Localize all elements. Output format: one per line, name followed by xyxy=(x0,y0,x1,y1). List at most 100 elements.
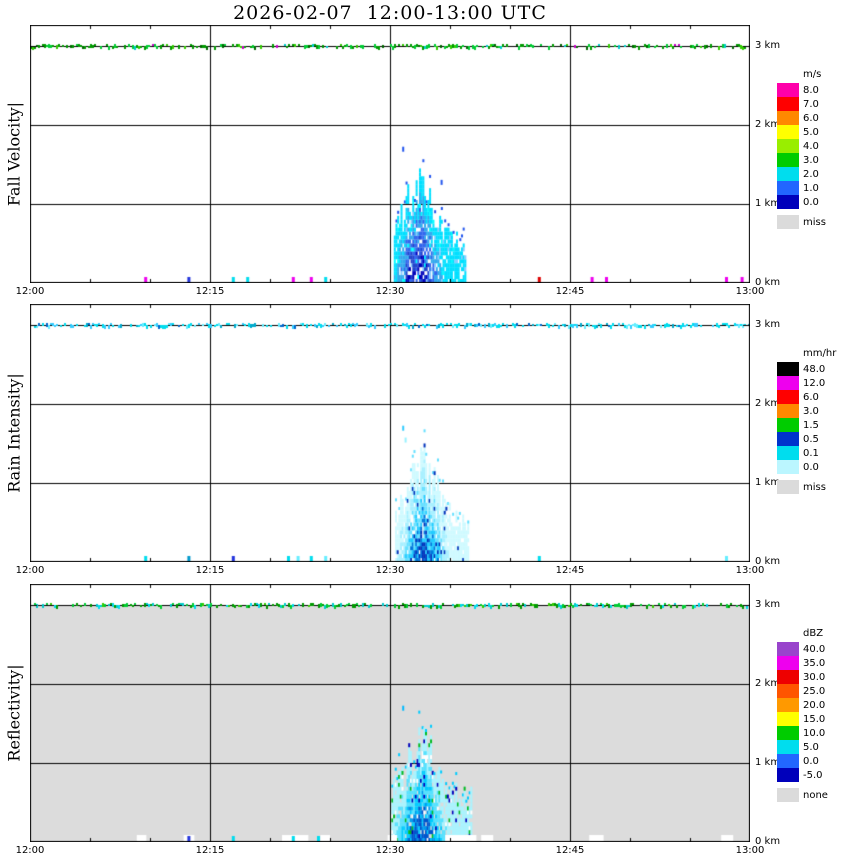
time-tick-1200: 12:00 xyxy=(15,565,45,576)
legend-swatch xyxy=(777,768,799,782)
legend-value-label: 5.0 xyxy=(803,741,819,753)
legend-row: 25.0 xyxy=(777,684,828,698)
legend-value-label: 7.0 xyxy=(803,98,819,110)
rain-intensity-panel: Rain Intensity| 3 km 2 km 1 km 0 km 12:0… xyxy=(0,304,850,589)
legend-swatch xyxy=(777,125,799,139)
legend-value-label: 0.0 xyxy=(803,196,819,208)
legend-swatch xyxy=(777,480,799,494)
legend-row: 5.0 xyxy=(777,125,826,139)
time-tick-1200: 12:00 xyxy=(15,845,45,856)
legend-value-label: 6.0 xyxy=(803,112,819,124)
legend-row: 2.0 xyxy=(777,167,826,181)
legend-swatch xyxy=(777,167,799,181)
legend-row: 15.0 xyxy=(777,712,828,726)
legend-row: 3.0 xyxy=(777,153,826,167)
legend-color-scale: 8.0 7.0 6.0 5.0 4.0 3.0 2.0 1.0 0.0 miss xyxy=(777,83,826,229)
legend-value-label: none xyxy=(803,789,828,801)
page-title: 2026-02-07 12:00-13:00 UTC xyxy=(233,2,547,24)
height-tick-3km: 3 km xyxy=(755,319,781,330)
legend-row: 30.0 xyxy=(777,670,828,684)
legend-value-label: 4.0 xyxy=(803,140,819,152)
legend-swatch xyxy=(777,726,799,740)
fall-velocity-legend: m/s 8.0 7.0 6.0 5.0 4.0 3.0 2.0 1.0 0.0 miss xyxy=(777,69,826,229)
legend-value-label: 5.0 xyxy=(803,126,819,138)
legend-value-label: 3.0 xyxy=(803,154,819,166)
legend-color-scale: 48.0 12.0 6.0 3.0 1.5 0.5 0.1 0.0 miss xyxy=(777,362,836,494)
legend-value-label: 48.0 xyxy=(803,363,826,375)
reflectivity-panel: Reflectivity| 3 km 2 km 1 km 0 km 12:00 … xyxy=(0,584,850,868)
time-tick-1300: 13:00 xyxy=(735,286,765,297)
height-tick-1km: 1 km xyxy=(755,757,781,768)
legend-row: 8.0 xyxy=(777,83,826,97)
rain-intensity-plot xyxy=(30,304,750,562)
legend-row: 5.0 xyxy=(777,740,828,754)
legend-value-label: 10.0 xyxy=(803,727,826,739)
legend-row: 0.0 xyxy=(777,754,828,768)
legend-value-label: miss xyxy=(803,481,826,493)
time-axis: 12:00 12:15 12:30 12:45 13:00 xyxy=(0,286,850,300)
fall-velocity-panel: Fall Velocity| 3 km 2 km 1 km 0 km 12:00… xyxy=(0,25,850,310)
legend-swatch xyxy=(777,698,799,712)
rain-intensity-legend: mm/hr 48.0 12.0 6.0 3.0 1.5 0.5 0.1 0.0 miss xyxy=(777,348,836,494)
time-axis: 12:00 12:15 12:30 12:45 13:00 xyxy=(0,565,850,579)
legend-row: 48.0 xyxy=(777,362,836,376)
legend-swatch xyxy=(777,111,799,125)
legend-row: 7.0 xyxy=(777,97,826,111)
time-tick-1230: 12:30 xyxy=(375,286,405,297)
legend-color-scale: 40.0 35.0 30.0 25.0 20.0 15.0 10.0 5.0 0.0 -5.0 no… xyxy=(777,642,828,802)
height-tick-0km: 0 km xyxy=(755,277,781,288)
legend-value-label: 8.0 xyxy=(803,84,819,96)
legend-title: dBZ xyxy=(803,628,824,639)
legend-missing-row: miss xyxy=(777,480,836,494)
legend-value-label: 40.0 xyxy=(803,643,826,655)
time-tick-1230: 12:30 xyxy=(375,845,405,856)
legend-swatch xyxy=(777,97,799,111)
fall-velocity-axis-label: Fall Velocity| xyxy=(4,101,24,207)
legend-missing-row: none xyxy=(777,788,828,802)
legend-swatch xyxy=(777,684,799,698)
reflectivity-legend: dBZ 40.0 35.0 30.0 25.0 20.0 15.0 10.0 5.0 0.0 -5… xyxy=(777,628,828,802)
legend-row: 6.0 xyxy=(777,111,826,125)
legend-row: 0.0 xyxy=(777,460,836,474)
legend-swatch xyxy=(777,460,799,474)
legend-row: 3.0 xyxy=(777,404,836,418)
legend-row: 0.5 xyxy=(777,432,836,446)
legend-value-label: -5.0 xyxy=(803,769,823,781)
legend-title: mm/hr xyxy=(803,348,837,359)
legend-swatch xyxy=(777,362,799,376)
legend-row: 4.0 xyxy=(777,139,826,153)
time-tick-1215: 12:15 xyxy=(195,286,225,297)
time-tick-1245: 12:45 xyxy=(555,565,585,576)
height-tick-2km: 2 km xyxy=(755,678,781,689)
legend-row: 10.0 xyxy=(777,726,828,740)
legend-swatch xyxy=(777,376,799,390)
legend-row: 1.5 xyxy=(777,418,836,432)
reflectivity-axis-label: Reflectivity| xyxy=(4,664,24,762)
legend-swatch xyxy=(777,788,799,802)
height-tick-0km: 0 km xyxy=(755,556,781,567)
legend-value-label: 30.0 xyxy=(803,671,826,683)
legend-swatch xyxy=(777,153,799,167)
time-tick-1245: 12:45 xyxy=(555,286,585,297)
time-tick-1300: 13:00 xyxy=(735,565,765,576)
reflectivity-plot xyxy=(30,584,750,842)
time-tick-1245: 12:45 xyxy=(555,845,585,856)
legend-row: 35.0 xyxy=(777,656,828,670)
legend-swatch xyxy=(777,754,799,768)
legend-row: 20.0 xyxy=(777,698,828,712)
time-tick-1215: 12:15 xyxy=(195,845,225,856)
legend-swatch xyxy=(777,712,799,726)
legend-swatch xyxy=(777,418,799,432)
legend-value-label: 15.0 xyxy=(803,713,826,725)
height-tick-2km: 2 km xyxy=(755,398,781,409)
time-axis: 12:00 12:15 12:30 12:45 13:00 xyxy=(0,845,850,859)
height-tick-1km: 1 km xyxy=(755,198,781,209)
legend-swatch xyxy=(777,446,799,460)
legend-swatch xyxy=(777,83,799,97)
legend-value-label: 1.0 xyxy=(803,182,819,194)
legend-value-label: 20.0 xyxy=(803,699,826,711)
legend-value-label: 2.0 xyxy=(803,168,819,180)
legend-swatch xyxy=(777,390,799,404)
legend-swatch xyxy=(777,404,799,418)
